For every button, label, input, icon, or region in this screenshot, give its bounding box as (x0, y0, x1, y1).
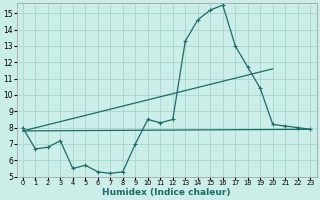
X-axis label: Humidex (Indice chaleur): Humidex (Indice chaleur) (102, 188, 231, 197)
